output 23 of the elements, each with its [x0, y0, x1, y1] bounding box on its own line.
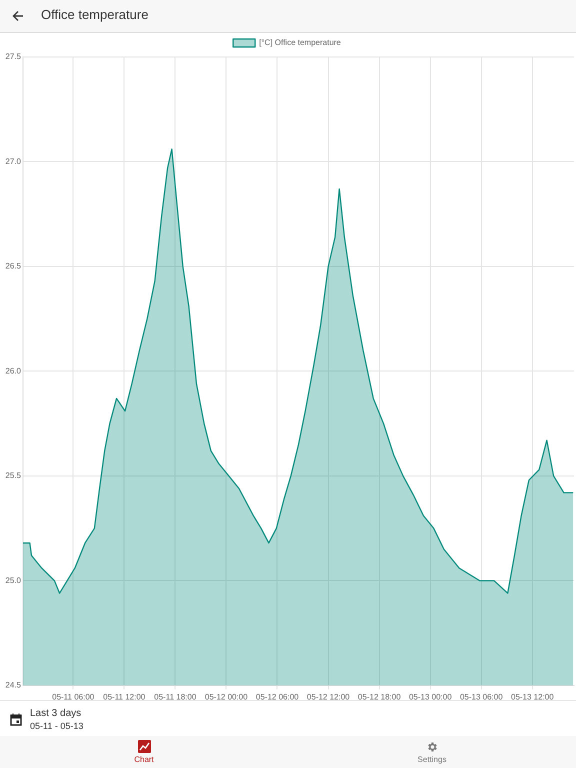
- x-tick-label: 05-12 12:00: [306, 692, 350, 702]
- y-tick-label: 25.0: [5, 576, 22, 585]
- y-tick-label: 27.5: [5, 52, 22, 62]
- text: Last 3 days: [30, 708, 82, 720]
- chart-title: Office temperature: [41, 7, 148, 22]
- y-tick-label: 26.0: [5, 366, 22, 376]
- text: 05-11 - 05-13: [30, 720, 84, 732]
- y-tick-label: 24.5: [5, 680, 22, 690]
- x-tick-label: 05-12 18:00: [358, 692, 402, 702]
- y-tick-label: 27.0: [5, 156, 22, 166]
- x-tick-label: 05-11 12:00: [103, 692, 146, 702]
- x-tick-label: 05-11 06:00: [52, 692, 95, 702]
- x-tick-label: 05-12 00:00: [204, 692, 248, 702]
- x-tick-label: 05-13 06:00: [460, 692, 504, 702]
- text: Settings: [416, 755, 448, 764]
- x-tick-label: 05-13 12:00: [510, 692, 554, 702]
- x-tick-label: 05-13 00:00: [408, 692, 452, 702]
- x-tick-label: 05-12 06:00: [256, 692, 300, 702]
- x-tick-label: 05-11 18:00: [154, 692, 197, 702]
- y-tick-label: 26.5: [5, 262, 22, 271]
- text: Chart: [133, 755, 155, 764]
- y-tick-label: 25.5: [5, 471, 22, 480]
- legend-label: [°C] Office temperature: [259, 38, 342, 48]
